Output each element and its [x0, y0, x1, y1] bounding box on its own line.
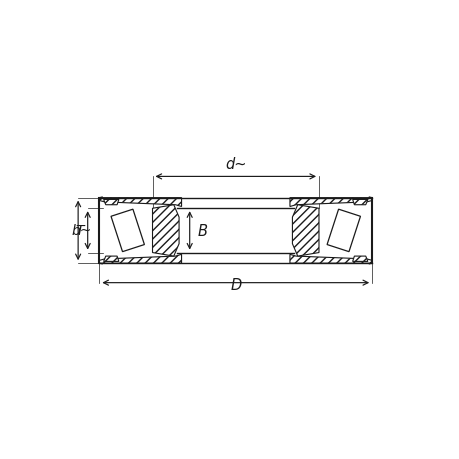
Polygon shape [152, 205, 179, 257]
Polygon shape [289, 198, 371, 207]
Text: d~: d~ [224, 157, 246, 172]
Polygon shape [103, 257, 118, 262]
Text: B: B [197, 224, 207, 238]
Text: T: T [75, 224, 83, 238]
Polygon shape [352, 257, 367, 262]
Polygon shape [292, 205, 318, 257]
Polygon shape [111, 210, 144, 252]
Polygon shape [99, 255, 181, 263]
Polygon shape [289, 255, 371, 263]
Polygon shape [99, 198, 181, 207]
Polygon shape [326, 210, 360, 252]
Polygon shape [103, 200, 118, 205]
Text: D: D [230, 277, 241, 292]
Text: b~: b~ [72, 224, 92, 238]
Polygon shape [352, 200, 367, 205]
